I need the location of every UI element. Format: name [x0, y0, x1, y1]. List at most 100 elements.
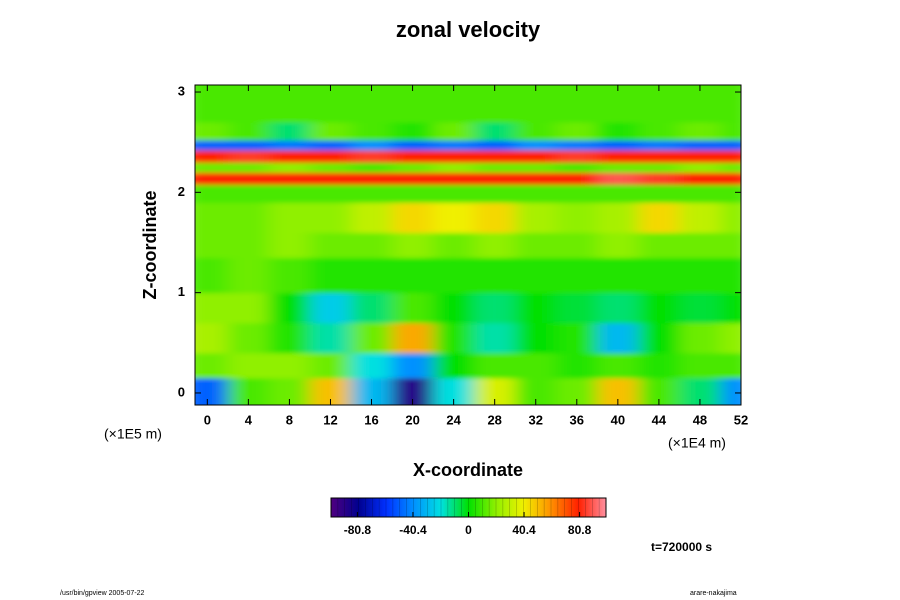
heat-cell [195, 122, 229, 141]
heat-cell [433, 140, 475, 151]
heat-cell [515, 140, 557, 151]
heat-cell [474, 162, 516, 173]
heat-cell [474, 232, 516, 259]
heat-cell [638, 352, 680, 379]
heat-cell [556, 322, 598, 354]
heat-cell [474, 202, 516, 233]
heat-cell [433, 162, 475, 173]
y-tick-label: 0 [178, 384, 185, 399]
heat-cell [433, 122, 475, 141]
heat-cell [679, 202, 721, 233]
heat-cell [351, 292, 393, 324]
heat-cell [351, 232, 393, 259]
heat-cell [227, 292, 270, 324]
heat-cell [227, 202, 270, 233]
heat-cell [268, 377, 311, 405]
heat-cell [392, 162, 434, 173]
heat-cell [351, 202, 393, 233]
heat-cell [351, 122, 393, 141]
footer-right: arare-nakajima [690, 590, 737, 597]
heat-cell [556, 122, 598, 141]
heat-cell [597, 184, 639, 203]
heat-cell [392, 232, 434, 259]
heat-cell [195, 184, 229, 203]
heat-cell [433, 352, 475, 379]
heat-cell [474, 150, 516, 163]
heat-cell [679, 85, 721, 123]
heat-cell [309, 322, 352, 354]
heat-cell [597, 172, 639, 185]
x-tick-label: 48 [693, 412, 707, 427]
x-axis-label: X-coordinate [413, 460, 523, 480]
heat-cell [597, 377, 639, 405]
x-tick-label: 24 [446, 412, 461, 427]
heat-cell [309, 292, 352, 324]
heat-cell [195, 150, 229, 163]
heat-cell [392, 352, 434, 379]
heat-cell [474, 122, 516, 141]
colorbar-tick-label: 80.8 [568, 523, 592, 537]
heat-cell [720, 85, 741, 123]
heat-cell [474, 140, 516, 151]
heat-cell [720, 184, 741, 203]
heat-cell [638, 232, 680, 259]
heat-cell [556, 85, 598, 123]
heat-cell [351, 377, 393, 405]
heat-cell [597, 322, 639, 354]
heat-cell [433, 292, 475, 324]
heat-cell [268, 184, 311, 203]
heat-cell [638, 122, 680, 141]
heat-cell [474, 257, 516, 294]
heat-cell [195, 162, 229, 173]
x-tick-label: 52 [734, 412, 748, 427]
heat-cell [392, 150, 434, 163]
heat-cell [679, 140, 721, 151]
heat-cell [515, 202, 557, 233]
heat-cell [227, 172, 270, 185]
heat-cell [515, 150, 557, 163]
heat-cell [597, 352, 639, 379]
y-axis-label: Z-coordinate [140, 190, 160, 299]
heat-cell [227, 140, 270, 151]
x-tick-label: 32 [529, 412, 543, 427]
heat-cell [515, 377, 557, 405]
heat-cell [392, 292, 434, 324]
heat-cell [597, 150, 639, 163]
heat-cell [351, 322, 393, 354]
heat-cell [227, 257, 270, 294]
heat-cell [679, 172, 721, 185]
heat-cell [597, 202, 639, 233]
heat-cell [392, 184, 434, 203]
heat-cell [268, 162, 311, 173]
heat-cell [309, 232, 352, 259]
heat-cell [433, 150, 475, 163]
heat-cell [679, 322, 721, 354]
heat-cell [227, 184, 270, 203]
heat-cell [597, 292, 639, 324]
heat-cell [227, 150, 270, 163]
heat-cell [638, 257, 680, 294]
heat-cell [556, 377, 598, 405]
heat-cell [195, 140, 229, 151]
heat-cell [597, 85, 639, 123]
heat-cell [720, 150, 741, 163]
heat-cell [638, 162, 680, 173]
heat-cell [351, 352, 393, 379]
heat-cell [195, 292, 229, 324]
heat-cell [597, 162, 639, 173]
heat-cell [720, 352, 741, 379]
x-tick-label: 0 [204, 412, 211, 427]
heat-cell [309, 85, 352, 123]
heat-cell [720, 140, 741, 151]
heat-cell [433, 257, 475, 294]
heat-cell [556, 150, 598, 163]
heat-cell [195, 257, 229, 294]
y-tick-label: 2 [178, 184, 185, 199]
heat-cell [679, 122, 721, 141]
field [195, 85, 741, 405]
heat-cell [351, 162, 393, 173]
heat-cell [474, 292, 516, 324]
x-unit: (×1E4 m) [668, 435, 726, 451]
heat-cell [474, 172, 516, 185]
